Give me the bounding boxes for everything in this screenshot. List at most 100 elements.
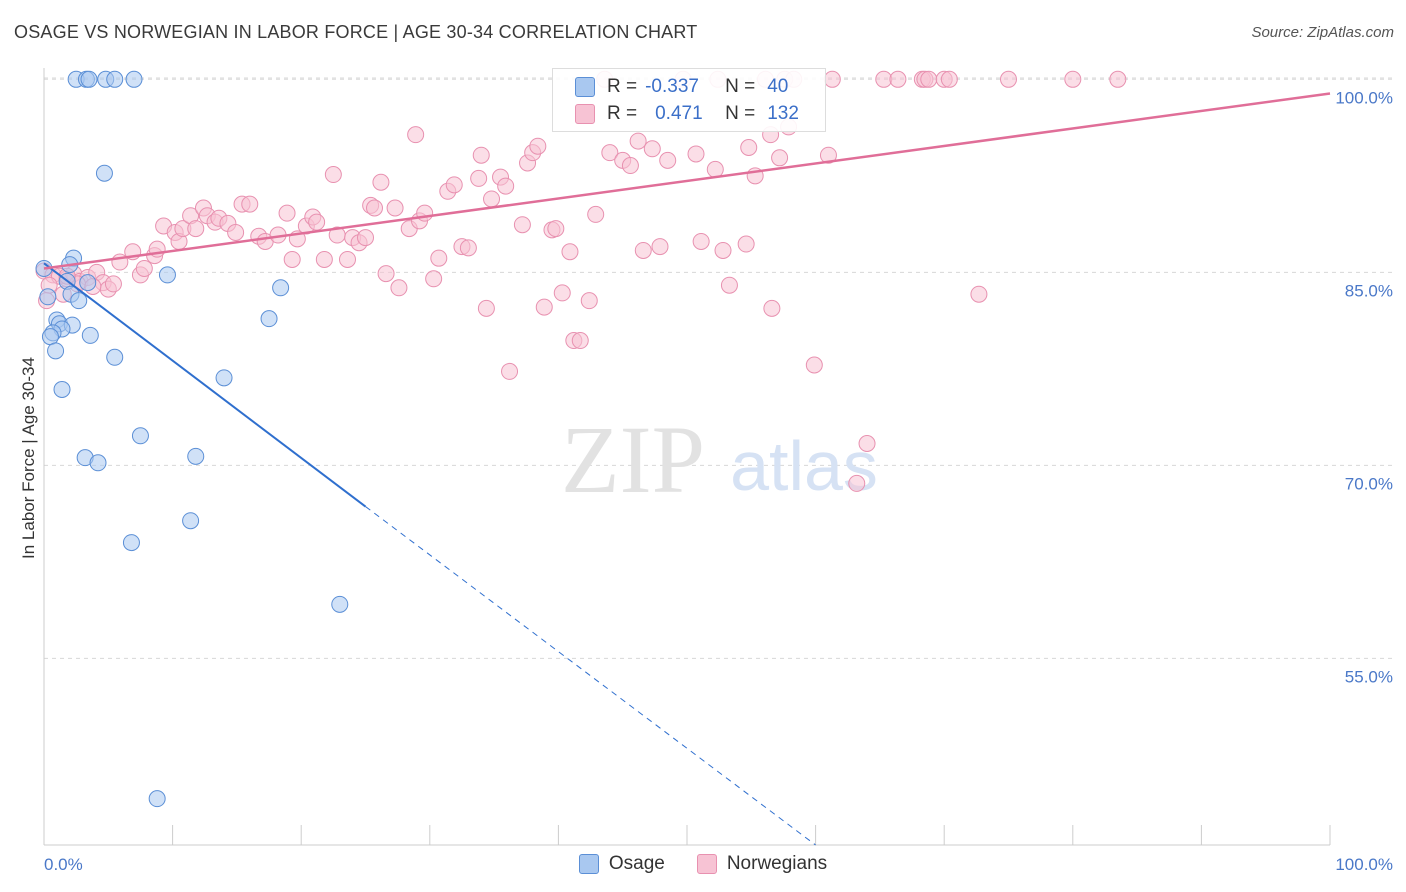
n-label: N = bbox=[725, 103, 756, 124]
osage-point bbox=[125, 70, 143, 88]
norwegians-point bbox=[651, 238, 669, 256]
axes: 55.0% 70.0% 85.0% 100.0% 0.0% 100.0% bbox=[43, 68, 1393, 874]
y-tick-label: 70.0% bbox=[1345, 474, 1393, 493]
norwegians-swatch bbox=[696, 854, 717, 874]
osage-point bbox=[106, 348, 124, 366]
norwegians-point bbox=[580, 292, 598, 310]
norwegians-point bbox=[714, 241, 732, 259]
osage-swatch bbox=[578, 854, 599, 874]
norwegians-point bbox=[692, 232, 710, 250]
norwegians-point bbox=[601, 144, 619, 162]
correlation-legend: R = -0.337 N = 40 R = 0.471 N = 132 bbox=[552, 68, 826, 132]
r-label: R = bbox=[607, 103, 638, 124]
x-tick-label: 0.0% bbox=[44, 855, 83, 874]
osage-point bbox=[47, 342, 65, 360]
norwegians-point bbox=[643, 140, 661, 158]
norwegians-point bbox=[227, 223, 245, 241]
watermark: ZIP atlas bbox=[561, 406, 878, 513]
data-points bbox=[35, 70, 1127, 808]
norwegians-point bbox=[283, 250, 301, 268]
norwegians-point bbox=[483, 190, 501, 208]
norwegians-point bbox=[920, 70, 938, 88]
norwegians-point bbox=[940, 70, 958, 88]
norwegians-point bbox=[407, 126, 425, 144]
y-tick-label: 55.0% bbox=[1345, 667, 1393, 686]
osage-point bbox=[331, 595, 349, 613]
norwegians-point bbox=[621, 157, 639, 175]
n-value: 132 bbox=[767, 103, 799, 124]
source-label: Source: ZipAtlas.com bbox=[1251, 24, 1394, 41]
osage-trend-extension bbox=[365, 506, 816, 846]
norwegians-point bbox=[497, 177, 515, 195]
r-label: R = bbox=[607, 76, 638, 97]
norwegians-point bbox=[763, 299, 781, 317]
norwegians-point bbox=[659, 151, 677, 169]
norwegians-point bbox=[737, 235, 755, 253]
osage-point bbox=[182, 512, 200, 530]
osage-point bbox=[106, 70, 124, 88]
legend-label-norwegians: Norwegians bbox=[726, 853, 828, 874]
norwegians-point bbox=[889, 70, 907, 88]
osage-point bbox=[122, 534, 140, 552]
norwegians-point bbox=[135, 259, 153, 277]
norwegians-point bbox=[587, 205, 605, 223]
osage-point bbox=[272, 279, 290, 297]
norwegians-point bbox=[430, 249, 448, 267]
r-value: 0.471 bbox=[655, 103, 703, 124]
osage-point bbox=[260, 310, 278, 328]
norwegians-point bbox=[1000, 70, 1017, 88]
norwegians-point bbox=[477, 299, 495, 317]
osage-point bbox=[215, 369, 233, 387]
norwegians-point bbox=[805, 356, 823, 374]
norwegians-point bbox=[338, 250, 356, 268]
norwegians-point bbox=[571, 332, 589, 350]
norwegians-point bbox=[706, 160, 724, 178]
norwegians-point bbox=[720, 276, 738, 294]
norwegians-point bbox=[472, 146, 490, 164]
norwegians-point bbox=[357, 229, 374, 247]
osage-point bbox=[79, 274, 97, 292]
norwegians-point bbox=[848, 474, 866, 492]
norwegians-point bbox=[377, 265, 395, 283]
norwegians-point bbox=[1064, 70, 1082, 88]
norwegians-point bbox=[513, 216, 531, 234]
norwegians-point bbox=[634, 241, 652, 259]
norwegians-point bbox=[1109, 70, 1127, 88]
legend-item-norwegians: Norwegians bbox=[696, 853, 828, 875]
osage-point bbox=[131, 427, 149, 445]
osage-point bbox=[80, 70, 98, 88]
y-tick-label: 85.0% bbox=[1345, 281, 1393, 300]
osage-point bbox=[89, 454, 107, 472]
osage-trend-line bbox=[43, 262, 367, 508]
legend-label-osage: Osage bbox=[608, 853, 665, 874]
norwegians-point bbox=[561, 243, 579, 261]
norwegians-point bbox=[740, 139, 758, 157]
y-axis-label: In Labor Force | Age 30-34 bbox=[19, 357, 38, 559]
norwegians-point bbox=[366, 199, 384, 217]
norwegians-point bbox=[278, 204, 296, 222]
norwegians-swatch bbox=[575, 104, 595, 124]
norwegians-point bbox=[501, 362, 519, 380]
norwegians-point bbox=[547, 220, 565, 238]
norwegians-point bbox=[425, 270, 443, 288]
legend-item-osage: Osage bbox=[578, 853, 665, 875]
n-value: 40 bbox=[767, 76, 789, 97]
osage-point bbox=[95, 164, 113, 182]
osage-point bbox=[39, 288, 57, 306]
norwegians-point bbox=[187, 220, 205, 238]
norwegians-trend-line bbox=[43, 92, 1331, 270]
x-tick-label: 100.0% bbox=[1335, 855, 1393, 874]
y-tick-label: 100.0% bbox=[1335, 88, 1393, 107]
r-value: -0.337 bbox=[645, 76, 699, 97]
osage-point bbox=[187, 447, 205, 465]
norwegians-point bbox=[553, 284, 571, 302]
norwegians-point bbox=[629, 132, 647, 150]
norwegians-point bbox=[771, 149, 789, 167]
series-legend: Osage Norwegians bbox=[0, 850, 1406, 878]
trend-lines bbox=[43, 92, 1331, 846]
osage-point bbox=[70, 292, 88, 310]
chart-title: OSAGE VS NORWEGIAN IN LABOR FORCE | AGE … bbox=[14, 22, 698, 42]
norwegians-point bbox=[324, 166, 342, 184]
norwegians-point bbox=[386, 199, 404, 217]
